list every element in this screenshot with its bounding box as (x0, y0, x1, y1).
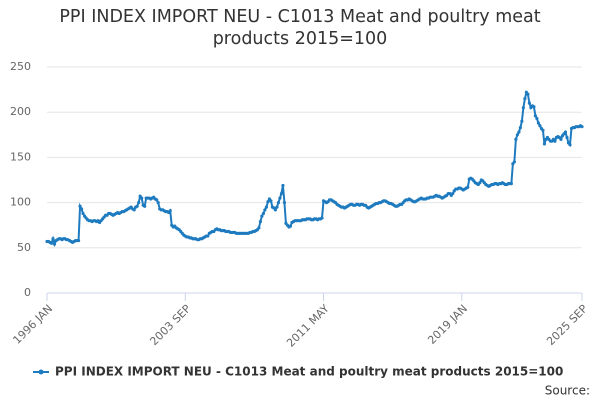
point (78, 204, 82, 208)
point (266, 200, 270, 204)
point (76, 238, 81, 243)
point (451, 191, 455, 196)
x-tick-label: 2019 JAN (425, 302, 470, 347)
point (168, 209, 172, 213)
y-tick-label: 50 (17, 241, 31, 254)
legend-label: PPI INDEX IMPORT NEU - C1013 Meat and po… (55, 365, 563, 379)
point (515, 133, 519, 137)
point (263, 208, 267, 212)
point (279, 191, 284, 196)
point (523, 97, 527, 101)
point (135, 204, 139, 208)
x-tick-label: 2003 SEP (147, 302, 193, 348)
point (264, 205, 269, 209)
point (52, 242, 57, 246)
point (538, 124, 542, 128)
point (278, 196, 282, 200)
y-tick-label: 250 (10, 60, 31, 73)
point (568, 143, 572, 147)
point (521, 106, 525, 110)
x-tick-label: 1996 JAN (10, 302, 55, 347)
point (536, 121, 541, 125)
point (520, 119, 524, 123)
point (320, 216, 324, 220)
point (526, 92, 530, 96)
point (527, 101, 532, 105)
point (276, 201, 281, 205)
x-tick-label: 2025 SEP (544, 302, 590, 348)
y-tick-label: 150 (10, 150, 31, 163)
point (155, 198, 159, 202)
point (269, 199, 273, 203)
point (532, 105, 536, 109)
point (260, 214, 264, 218)
point (261, 211, 266, 216)
point (580, 125, 584, 129)
point (132, 208, 136, 212)
point (140, 196, 144, 200)
point (156, 201, 160, 205)
chart-title: PPI INDEX IMPORT NEU - C1013 Meat and po… (59, 7, 541, 49)
point (49, 241, 54, 245)
y-tick-label: 100 (10, 196, 31, 209)
point (273, 208, 278, 212)
point (258, 219, 262, 224)
y-tick-label: 0 (24, 286, 31, 299)
point (542, 142, 547, 146)
point (288, 224, 293, 228)
point (257, 226, 261, 230)
series-line (47, 90, 583, 248)
point (137, 201, 141, 205)
point (553, 139, 557, 143)
point (518, 125, 522, 130)
point (541, 128, 545, 132)
point (81, 211, 85, 216)
source: Source: (545, 384, 590, 398)
point (512, 160, 516, 164)
point (466, 185, 470, 189)
y-tick-label: 200 (10, 105, 31, 118)
point (559, 137, 563, 141)
point (275, 205, 279, 209)
point (509, 182, 513, 186)
point (79, 207, 84, 211)
point (143, 204, 147, 208)
point (51, 237, 55, 241)
legend-marker (38, 369, 44, 375)
point (282, 201, 287, 205)
point (281, 183, 285, 188)
point (563, 130, 568, 134)
point (565, 135, 569, 140)
point (535, 116, 539, 121)
point (206, 234, 210, 238)
x-tick-label: 2011 MAY (284, 302, 332, 350)
point (517, 130, 521, 134)
point (478, 181, 482, 185)
point (533, 114, 538, 118)
point (514, 137, 518, 141)
